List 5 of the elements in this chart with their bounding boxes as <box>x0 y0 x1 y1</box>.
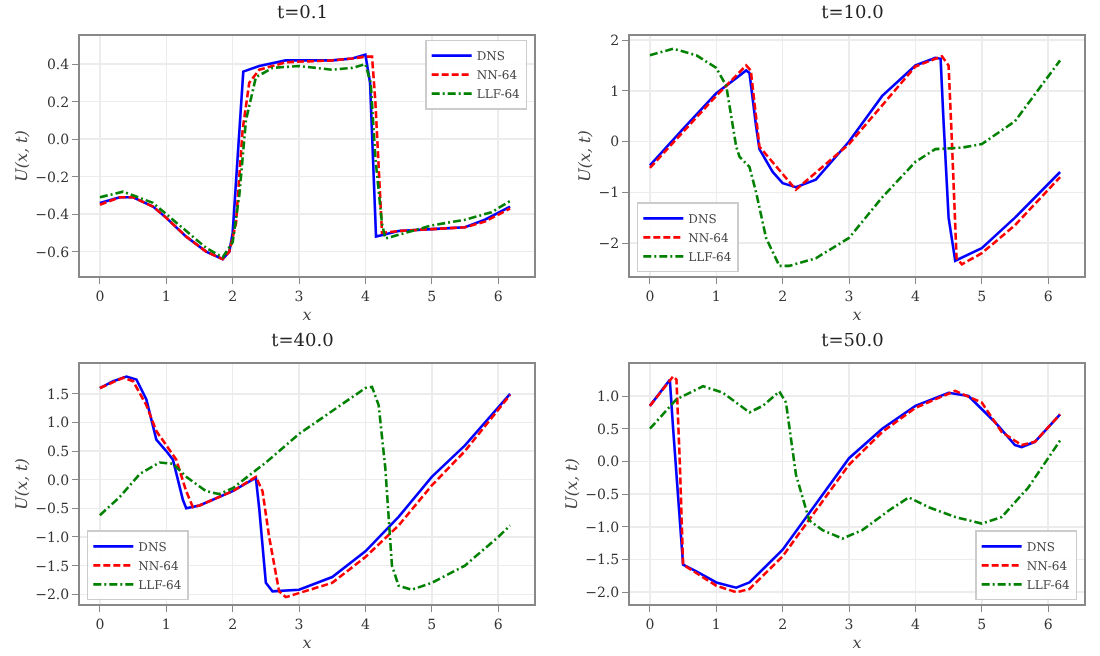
line-series <box>648 384 1062 540</box>
chart-title: t=40.0 <box>271 331 335 352</box>
chart-title: t=10.0 <box>821 3 885 24</box>
chart-title: t=50.0 <box>821 331 885 352</box>
chart-title: t=0.1 <box>277 3 328 24</box>
